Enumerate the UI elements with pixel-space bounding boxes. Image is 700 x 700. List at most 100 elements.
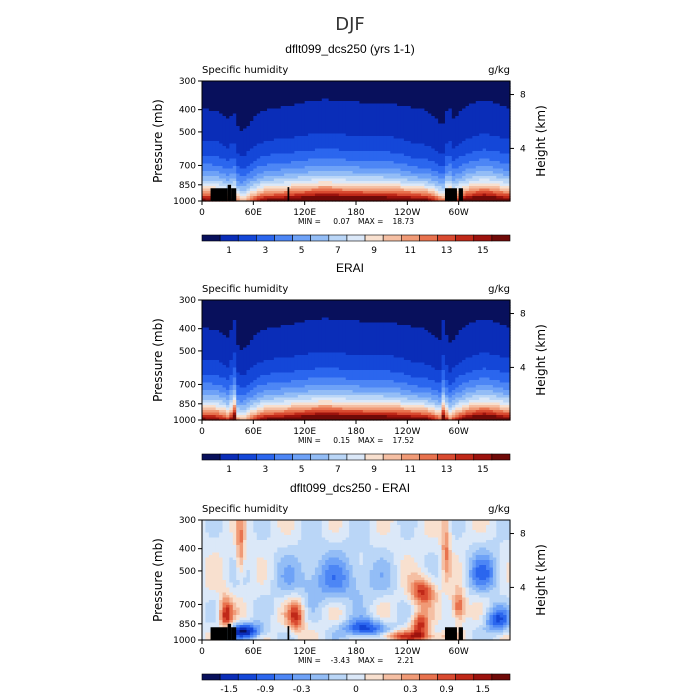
heatmap-cell xyxy=(294,183,299,187)
heatmap-cell xyxy=(376,302,381,306)
heatmap-cell xyxy=(229,136,234,140)
heatmap-cell xyxy=(304,183,309,187)
heatmap-cell xyxy=(273,146,278,150)
heatmap-cell xyxy=(311,81,316,85)
heatmap-cell xyxy=(373,153,378,157)
heatmap-cell xyxy=(338,86,343,90)
heatmap-cell xyxy=(256,176,261,180)
heatmap-cell xyxy=(356,86,361,90)
heatmap-cell xyxy=(465,198,470,202)
heatmap-cell xyxy=(342,111,347,115)
heatmap-cell xyxy=(308,178,313,182)
heatmap-cell xyxy=(325,156,330,160)
heatmap-cell xyxy=(325,168,330,172)
heatmap-cell xyxy=(417,88,422,92)
heatmap-cell xyxy=(352,315,357,319)
heatmap-cell xyxy=(297,188,302,192)
heatmap-cell xyxy=(486,153,491,157)
heatmap-cell xyxy=(455,171,460,175)
heatmap-cell xyxy=(249,98,254,102)
heatmap-cell xyxy=(325,88,330,92)
heatmap-cell xyxy=(458,153,463,157)
heatmap-cell xyxy=(489,141,494,145)
heatmap-cell xyxy=(455,188,460,192)
heatmap-cell xyxy=(215,151,220,155)
heatmap-cell xyxy=(462,101,467,105)
heatmap-cell xyxy=(243,121,248,125)
heatmap-cell xyxy=(400,101,405,105)
heatmap-cell xyxy=(403,143,408,147)
heatmap-cell xyxy=(489,106,494,110)
heatmap-cell xyxy=(503,183,508,187)
heatmap-cell xyxy=(297,181,302,185)
heatmap-cell xyxy=(366,161,371,165)
heatmap-cell xyxy=(205,123,210,127)
heatmap-cell xyxy=(376,193,381,197)
heatmap-cell xyxy=(243,81,248,85)
heatmap-cell xyxy=(345,183,350,187)
heatmap-cell xyxy=(321,300,326,304)
heatmap-cell xyxy=(373,161,378,165)
heatmap-cell xyxy=(441,183,446,187)
heatmap-cell xyxy=(465,128,470,132)
heatmap-cell xyxy=(424,118,429,122)
heatmap-cell xyxy=(390,173,395,177)
heatmap-cell xyxy=(434,188,439,192)
heatmap-cell xyxy=(280,168,285,172)
heatmap-cell xyxy=(359,302,364,306)
heatmap-cell xyxy=(229,302,234,306)
heatmap-cell xyxy=(280,96,285,100)
heatmap-cell xyxy=(345,103,350,107)
heatmap-cell xyxy=(431,86,436,90)
heatmap-cell xyxy=(379,141,384,145)
heatmap-cell xyxy=(304,123,309,127)
heatmap-cell xyxy=(403,98,408,102)
heatmap-cell xyxy=(486,126,491,130)
heatmap-cell xyxy=(356,93,361,97)
heatmap-cell xyxy=(294,108,299,112)
heatmap-cell xyxy=(236,181,241,185)
heatmap-cell xyxy=(390,198,395,202)
heatmap-cell xyxy=(386,310,391,314)
heatmap-cell xyxy=(335,161,340,165)
heatmap-cell xyxy=(222,141,227,145)
heatmap-cell xyxy=(366,305,371,309)
heatmap-cell xyxy=(232,176,237,180)
heatmap-cell xyxy=(359,156,364,160)
heatmap-cell xyxy=(421,168,426,172)
heatmap-cell xyxy=(390,141,395,145)
heatmap-cell xyxy=(273,158,278,162)
heatmap-cell xyxy=(414,128,419,132)
heatmap-cell xyxy=(338,171,343,175)
heatmap-cell xyxy=(277,153,282,157)
heatmap-cell xyxy=(390,151,395,155)
heatmap-cell xyxy=(448,93,453,97)
heatmap-cell xyxy=(503,126,508,130)
heatmap-cell xyxy=(383,168,388,172)
heatmap-cell xyxy=(359,196,364,200)
heatmap-cell xyxy=(212,101,217,105)
units-label: g/kg xyxy=(488,65,510,76)
heatmap-cell xyxy=(267,96,272,100)
heatmap-cell xyxy=(243,108,248,112)
heatmap-cell xyxy=(393,181,398,185)
heatmap-cell xyxy=(362,91,367,95)
heatmap-cell xyxy=(229,113,234,117)
heatmap-cell xyxy=(421,176,426,180)
heatmap-cell xyxy=(397,315,402,319)
heatmap-cell xyxy=(489,300,494,304)
heatmap-cell xyxy=(338,91,343,95)
heatmap-cell xyxy=(379,176,384,180)
heatmap-cell xyxy=(506,166,511,170)
heatmap-cell xyxy=(349,108,354,112)
heatmap-cell xyxy=(219,302,224,306)
heatmap-cell xyxy=(284,83,289,87)
heatmap-cell xyxy=(492,193,497,197)
heatmap-cell xyxy=(338,108,343,112)
heatmap-cell xyxy=(222,108,227,112)
heatmap-cell xyxy=(311,146,316,150)
heatmap-cell xyxy=(215,133,220,137)
heatmap-cell xyxy=(369,302,374,306)
heatmap-cell xyxy=(499,93,504,97)
heatmap-cell xyxy=(503,141,508,145)
